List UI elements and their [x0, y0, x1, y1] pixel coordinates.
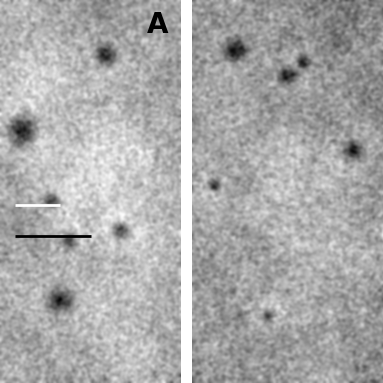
Text: A: A	[147, 11, 168, 39]
